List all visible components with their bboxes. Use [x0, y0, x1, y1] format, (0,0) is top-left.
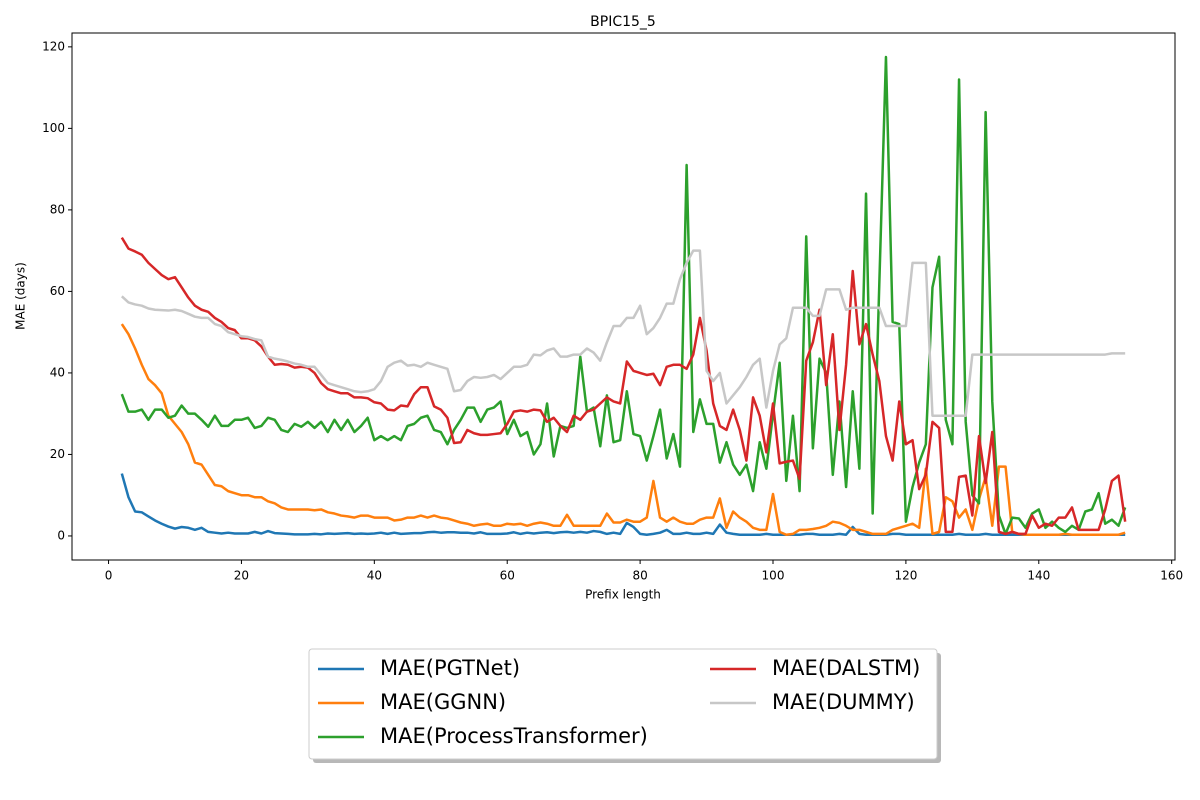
legend-box [308, 648, 938, 760]
x-tick-label: 0 [105, 569, 113, 583]
legend-label: MAE(DALSTM) [772, 656, 920, 680]
y-tick-label: 20 [50, 447, 65, 461]
series-line [120, 236, 1127, 536]
legend-label: MAE(DUMMY) [772, 690, 915, 714]
y-axis-label: MAE (days) [14, 262, 28, 330]
legend-label: MAE(GGNN) [380, 690, 506, 714]
series-line [120, 323, 1126, 536]
series-line [120, 55, 1127, 536]
y-tick-label: 120 [42, 39, 65, 53]
y-tick-label: 60 [50, 284, 65, 298]
y-tick-label: 100 [42, 121, 65, 135]
x-tick-label: 20 [234, 569, 249, 583]
y-tick-label: 0 [57, 528, 65, 542]
y-tick-label: 80 [50, 202, 65, 216]
x-tick-label: 100 [762, 569, 785, 583]
x-tick-label: 160 [1160, 569, 1183, 583]
plot-frame [71, 32, 1176, 561]
x-tick-label: 60 [500, 569, 515, 583]
y-tick-label: 40 [50, 365, 65, 379]
x-tick-label: 120 [894, 569, 917, 583]
legend: MAE(PGTNet) MAE(GGNN) MAE(ProcessTransform… [308, 648, 941, 763]
x-tick-label: 140 [1027, 569, 1050, 583]
x-axis-label: Prefix length [585, 588, 661, 602]
x-tick-label: 80 [632, 569, 647, 583]
x-tick-label: 40 [367, 569, 382, 583]
chart-title: BPIC15_5 [590, 14, 656, 30]
series-line [120, 249, 1126, 417]
legend-label: MAE(PGTNet) [380, 656, 520, 680]
legend-label: MAE(ProcessTransformer) [380, 724, 648, 748]
series-line [120, 473, 1126, 536]
